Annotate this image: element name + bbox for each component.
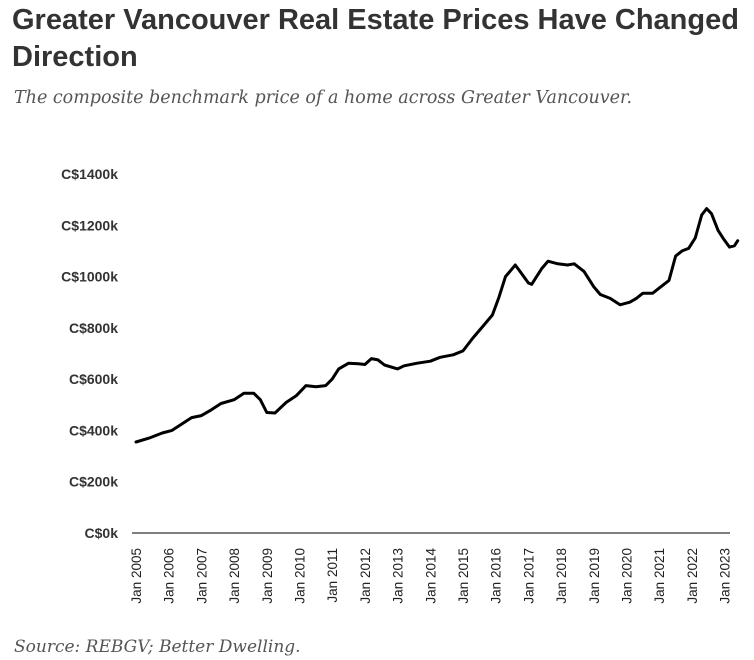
x-tick-label: Jan 2016 <box>489 548 504 604</box>
chart-title: Greater Vancouver Real Estate Prices Hav… <box>12 4 739 73</box>
series-line <box>134 207 740 444</box>
x-tick-label: Jan 2020 <box>620 548 635 604</box>
source-note: Source: REBGV; Better Dwelling. <box>14 637 301 657</box>
y-tick-label: C$600k <box>69 371 118 387</box>
x-tick-label: Jan 2007 <box>194 548 209 604</box>
x-tick-label: Jan 2021 <box>652 548 667 604</box>
x-tick-label: Jan 2011 <box>325 548 340 603</box>
y-tick-label: C$0k <box>85 525 119 541</box>
x-tick-label: Jan 2015 <box>456 548 471 604</box>
y-tick-label: C$800k <box>69 320 118 336</box>
chart-subtitle: The composite benchmark price of a home … <box>14 88 633 108</box>
x-tick-label: Jan 2010 <box>293 548 308 604</box>
y-tick-label: C$1200k <box>61 217 118 233</box>
x-tick-label: Jan 2012 <box>358 548 373 604</box>
x-tick-label: Jan 2018 <box>554 548 569 604</box>
y-tick-label: C$1000k <box>61 269 118 285</box>
x-tick-label: Jan 2014 <box>423 548 438 604</box>
x-tick-label: Jan 2013 <box>391 548 406 604</box>
x-tick-label: Jan 2008 <box>227 548 242 604</box>
x-tick-label: Jan 2005 <box>129 548 144 604</box>
x-tick-label: Jan 2009 <box>260 548 275 604</box>
x-tick-label: Jan 2017 <box>521 548 536 604</box>
y-tick-label: C$1400k <box>61 166 118 182</box>
x-tick-label: Jan 2023 <box>718 548 733 604</box>
x-tick-label: Jan 2022 <box>685 548 700 604</box>
y-tick-label: C$200k <box>69 474 118 490</box>
y-tick-label: C$400k <box>69 422 118 438</box>
x-tick-label: Jan 2019 <box>587 548 602 604</box>
x-tick-label: Jan 2006 <box>162 548 177 604</box>
